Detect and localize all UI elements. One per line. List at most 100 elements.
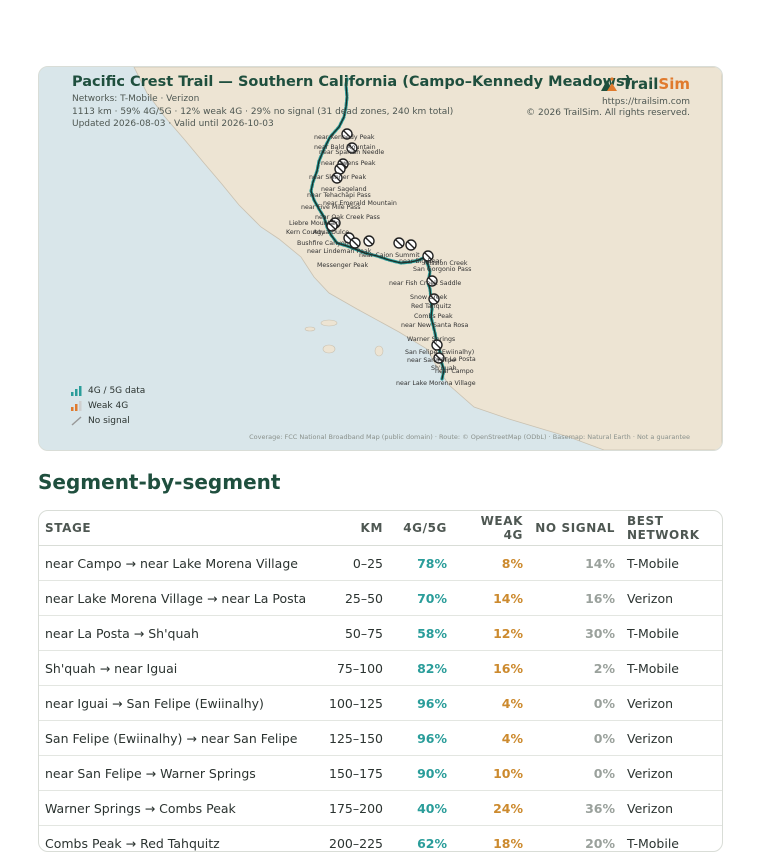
none-cell: 20% [529,826,621,852]
good-cell: 70% [389,581,453,616]
place-label: Red Tahquitz [411,303,452,310]
no-signal-marker-icon[interactable] [364,236,374,246]
place-label: near Lake Morena Village [396,380,476,387]
place-label: Agua Dulce [313,229,349,236]
place-label: near Fish Creek Saddle [389,280,461,287]
col-weak[interactable]: WEAK 4G [453,511,529,546]
stage-cell: near San Felipe → Warner Springs [39,756,321,791]
legend-label: 4G / 5G data [88,386,145,396]
place-label: near Spanish Needle [319,149,384,156]
good-cell: 40% [389,791,453,826]
table-header-row: STAGE KM 4G/5G WEAK 4G NO SIGNAL BEST NE… [39,511,722,546]
place-label: near Owens Peak [321,160,376,167]
col-none[interactable]: NO SIGNAL [529,511,621,546]
place-label: near La Posta [433,356,476,363]
weak-cell: 4% [453,721,529,756]
weak-cell: 16% [453,651,529,686]
legend-label: Weak 4G [88,401,128,411]
none-cell: 16% [529,581,621,616]
network-cell: Verizon [621,721,722,756]
no-signal-marker-icon[interactable] [394,238,404,248]
good-cell: 96% [389,721,453,756]
weak-cell: 18% [453,826,529,852]
brand-copyright: © 2026 TrailSim. All rights reserved. [526,108,690,118]
stage-cell: San Felipe (Ewiinalhy) → near San Felipe [39,721,321,756]
network-cell: T-Mobile [621,546,722,581]
col-km[interactable]: KM [321,511,389,546]
place-label: near New Santa Rosa [401,322,468,329]
km-cell: 50–75 [321,616,389,651]
stats-line: 1113 km · 59% 4G/5G · 12% weak 4G · 29% … [72,107,453,117]
network-cell: T-Mobile [621,616,722,651]
stage-cell: Sh'quah → near Iguai [39,651,321,686]
weak-cell: 4% [453,686,529,721]
col-good[interactable]: 4G/5G [389,511,453,546]
brand-url[interactable]: https://trailsim.com [602,97,690,107]
trailsim-logo[interactable]: TrailSim [600,75,690,93]
map-attribution: Coverage: FCC National Broadband Map (pu… [249,433,690,441]
km-cell: 125–150 [321,721,389,756]
signal-bars-strong-icon [71,386,82,396]
good-cell: 58% [389,616,453,651]
table-row[interactable]: San Felipe (Ewiinalhy) → near San Felipe… [39,721,722,756]
no-signal-marker-icon[interactable] [350,238,360,248]
km-cell: 175–200 [321,791,389,826]
network-cell: T-Mobile [621,651,722,686]
none-cell: 36% [529,791,621,826]
none-cell: 0% [529,721,621,756]
none-cell: 14% [529,546,621,581]
no-signal-marker-icon[interactable] [406,240,416,250]
place-label: Messenger Peak [317,262,369,269]
table-row[interactable]: near Lake Morena Village → near La Posta… [39,581,722,616]
none-cell: 0% [529,686,621,721]
col-network[interactable]: BEST NETWORK [621,511,722,546]
stage-cell: Warner Springs → Combs Peak [39,791,321,826]
map-legend: 4G / 5G data Weak 4G No signal [71,383,145,428]
stage-cell: near Lake Morena Village → near La Posta [39,581,321,616]
weak-cell: 10% [453,756,529,791]
good-cell: 62% [389,826,453,852]
place-label: near Five Mile Pass [301,204,361,211]
mountain-logo-icon [600,76,618,92]
good-cell: 78% [389,546,453,581]
legend-item-none: No signal [71,413,145,428]
place-label: San Felipe (Ewiinalhy) [405,349,474,356]
place-label: near Tehachapi Pass [307,192,371,199]
km-cell: 200–225 [321,826,389,852]
good-cell: 96% [389,686,453,721]
col-stage[interactable]: STAGE [39,511,321,546]
network-cell: Verizon [621,791,722,826]
km-cell: 25–50 [321,581,389,616]
place-label: Bushfire Canyon [297,240,349,247]
none-cell: 2% [529,651,621,686]
legend-item-weak: Weak 4G [71,398,145,413]
signal-bars-weak-icon [71,401,82,411]
network-cell: Verizon [621,756,722,791]
segment-table: STAGE KM 4G/5G WEAK 4G NO SIGNAL BEST NE… [39,511,722,852]
none-cell: 0% [529,756,621,791]
updated-line: Updated 2026-08-03 · Valid until 2026-10… [72,119,274,129]
stage-cell: near Campo → near Lake Morena Village [39,546,321,581]
place-label: Combs Peak [414,313,453,320]
place-label: San Gorgonio Pass [413,266,471,273]
network-cell: Verizon [621,686,722,721]
good-cell: 82% [389,651,453,686]
weak-cell: 14% [453,581,529,616]
none-cell: 30% [529,616,621,651]
km-cell: 100–125 [321,686,389,721]
table-row[interactable]: near Iguai → San Felipe (Ewiinalhy)100–1… [39,686,722,721]
network-cell: T-Mobile [621,826,722,852]
place-label: Liebre Mountain [289,220,340,227]
no-signal-icon [71,416,82,426]
legend-label: No signal [88,416,130,426]
km-cell: 75–100 [321,651,389,686]
weak-cell: 8% [453,546,529,581]
km-cell: 0–25 [321,546,389,581]
